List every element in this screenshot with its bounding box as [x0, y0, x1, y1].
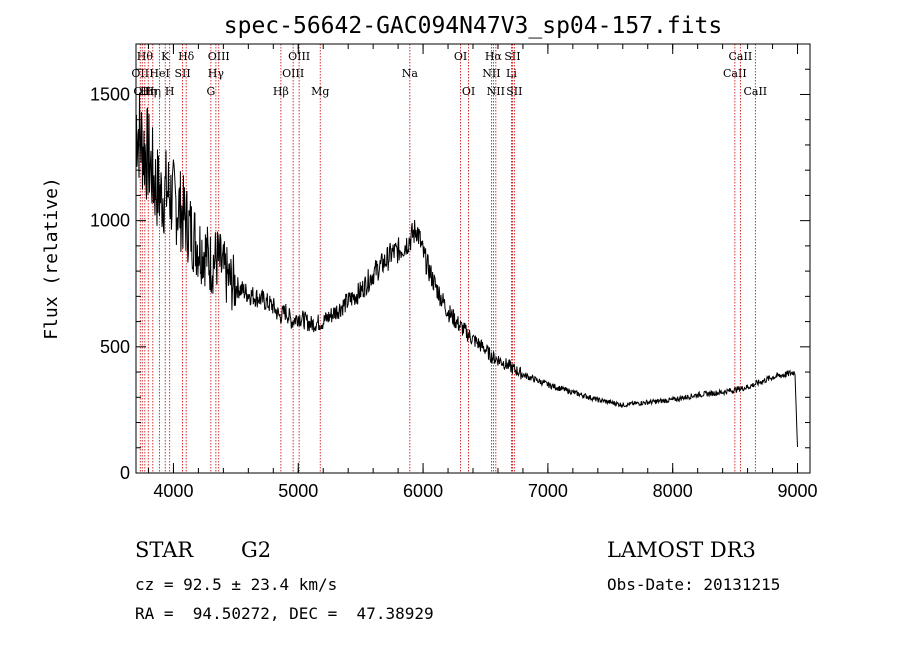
spectral-line-label: K [161, 50, 170, 63]
x-tick-label: 6000 [403, 481, 443, 501]
spectral-line-label: SII [504, 50, 520, 63]
y-tick-label: 500 [100, 337, 130, 357]
spectrum-line [135, 92, 798, 448]
chart-title: spec-56642-GAC094N47V3_sp04-157.fits [224, 13, 723, 39]
redshift-velocity: cz = 92.5 ± 23.4 km/s [135, 575, 338, 594]
spectral-line-label: Hα [485, 50, 503, 63]
plot-frame [135, 43, 811, 474]
y-tick-label: 0 [120, 463, 130, 483]
coordinates: RA = 94.50272, DEC = 47.38929 [135, 604, 434, 623]
spectral-line-label: CaII [743, 85, 767, 98]
spectral-line-label: G [206, 85, 215, 98]
spectral-line-label: H [165, 85, 175, 98]
spectral-line-label: OIII [282, 67, 304, 80]
obs-date: Obs-Date: 20131215 [607, 575, 781, 594]
survey-name: LAMOST DR3 [607, 538, 756, 562]
x-tick-label: 4000 [153, 481, 193, 501]
x-tick-label: 5000 [278, 481, 318, 501]
y-tick-label: 1500 [90, 84, 130, 104]
y-axis-label: Flux (relative) [41, 177, 62, 340]
spectral-line-label: Li [506, 67, 517, 80]
spectral-line-label: OI [462, 85, 475, 98]
spectral-line-label: Hδ [178, 50, 195, 63]
y-tick-label: 1000 [90, 211, 130, 231]
spectral-line-label: NII [487, 85, 505, 98]
subclass: G2 [241, 538, 272, 562]
x-tick-label: 8000 [653, 481, 693, 501]
spectral-line-label: OI [454, 50, 467, 63]
spectral-line-label: SII [174, 67, 190, 80]
spectral-line-label: Hθ [137, 50, 154, 63]
spectral-line-label: NII [482, 67, 500, 80]
spectral-line-label: OIII [288, 50, 310, 63]
spectral-line-label: Hη [145, 85, 161, 98]
spectral-line-label: CaII [723, 67, 747, 80]
spectral-line-label: Hγ [208, 67, 225, 80]
spectrum-plot: spec-56642-GAC094N47V3_sp04-157.fitsOIIO… [41, 13, 818, 501]
x-tick-label: 7000 [528, 481, 568, 501]
spectral-line-label: OIII [208, 50, 230, 63]
x-tick-label: 9000 [777, 481, 817, 501]
spectral-line-label: CaII [729, 50, 753, 63]
spectral-line-label: Mg [311, 85, 329, 98]
spectral-line-label: Hβ [273, 85, 289, 98]
spectral-line-label: SII [506, 85, 522, 98]
spectral-line-label: Na [402, 67, 419, 80]
object-class: STAR [135, 538, 194, 562]
spectral-line-label: HeI [149, 67, 169, 80]
